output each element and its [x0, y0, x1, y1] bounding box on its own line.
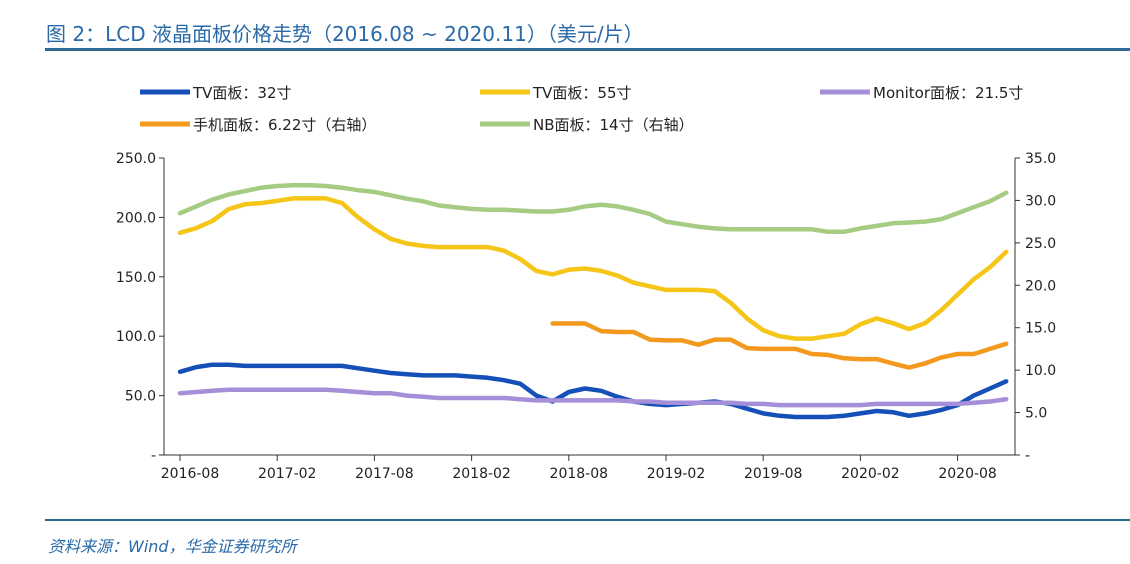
- x-axis-tick-label: 2019-02: [647, 466, 706, 482]
- x-axis-tick-label: 2020-08: [938, 466, 997, 482]
- x-axis-tick-label: 2019-08: [744, 466, 803, 482]
- legend-label: Monitor面板：21.5寸: [873, 84, 1023, 102]
- source-divider: [45, 519, 1130, 521]
- left-axis-tick-label: 50.0: [125, 389, 156, 405]
- series-line-4: [550, 321, 1009, 370]
- series-line-2: [177, 196, 1009, 341]
- right-axis-tick-label: 20.0: [1025, 278, 1056, 294]
- x-axis-tick-label: 2017-02: [258, 466, 317, 482]
- chart-title: 图 2：LCD 液晶面板价格走势（2016.08 ~ 2020.11）（美元/片…: [46, 22, 644, 46]
- left-axis-tick-label: 200.0: [116, 210, 156, 226]
- x-axis-tick-label: 2018-02: [452, 466, 511, 482]
- right-axis-tick-label: 10.0: [1025, 363, 1056, 379]
- right-axis-tick-label: 25.0: [1025, 236, 1056, 252]
- left-axis-tick-label: 150.0: [116, 270, 156, 286]
- title-divider: [45, 48, 1130, 51]
- left-axis-tick-label: 100.0: [116, 329, 156, 345]
- left-axis-tick-label: 250.0: [116, 151, 156, 167]
- right-axis-tick-label: 15.0: [1025, 321, 1056, 337]
- source-note: 资料来源：Wind，华金证券研究所: [48, 537, 297, 556]
- series-line-3: [177, 387, 1009, 408]
- x-axis-tick-label: 2016-08: [161, 466, 220, 482]
- series-line-5: [177, 182, 1009, 235]
- legend-label: TV面板：32寸: [192, 84, 292, 102]
- x-axis-tick-label: 2017-08: [355, 466, 414, 482]
- x-axis-tick-label: 2020-02: [841, 466, 900, 482]
- right-axis-tick-label: -: [1025, 448, 1030, 464]
- right-axis-tick-label: 5.0: [1025, 406, 1047, 422]
- right-axis-tick-label: 35.0: [1025, 151, 1056, 167]
- left-axis-tick-label: -: [151, 448, 156, 464]
- right-axis-tick-label: 30.0: [1025, 193, 1056, 209]
- legend-label: TV面板：55寸: [532, 84, 632, 102]
- series-line-1: [177, 362, 1009, 420]
- x-axis-tick-label: 2018-08: [550, 466, 609, 482]
- legend-label: NB面板：14寸（右轴）: [533, 116, 694, 134]
- legend-label: 手机面板：6.22寸（右轴）: [193, 116, 376, 134]
